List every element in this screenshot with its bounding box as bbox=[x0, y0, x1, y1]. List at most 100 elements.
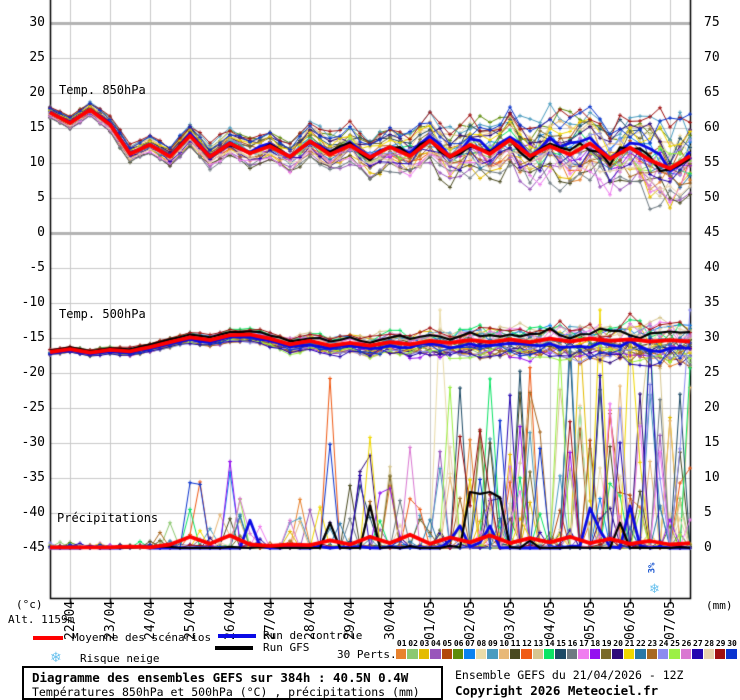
left-axis-tick: -25 bbox=[21, 400, 45, 415]
perturbation-color-swatch bbox=[578, 649, 589, 659]
perturbation-number: 25 bbox=[670, 639, 680, 648]
perturbation-color-swatch bbox=[521, 649, 532, 659]
perturbation-number: 11 bbox=[510, 639, 521, 648]
chart-subtitle: Températures 850hPa et 500hPa (°C) , pré… bbox=[32, 685, 420, 699]
panel-title-temp500: Temp. 500hPa bbox=[59, 307, 146, 321]
perturbation-number: 15 bbox=[556, 639, 566, 648]
perturbation-number: 18 bbox=[590, 639, 601, 648]
control-line-swatch bbox=[218, 634, 256, 638]
date-label: 05/05 bbox=[582, 600, 598, 640]
right-axis-unit: (mm) bbox=[706, 599, 733, 612]
left-axis-tick: 20 bbox=[29, 85, 45, 100]
perturbation-number: 13 bbox=[533, 639, 544, 648]
perturbation-color-swatch bbox=[544, 649, 555, 659]
perturbation-number: 22 bbox=[636, 639, 646, 648]
right-axis-tick: 75 bbox=[704, 15, 720, 30]
perturbation-number: 14 bbox=[544, 639, 555, 648]
left-axis-tick: 30 bbox=[29, 15, 45, 30]
date-label: 04/05 bbox=[542, 600, 558, 640]
perturbation-color-swatch bbox=[475, 649, 487, 659]
perturbation-number: 28 bbox=[704, 639, 715, 648]
right-axis-tick: 55 bbox=[704, 155, 720, 170]
perturbation-number: 06 bbox=[453, 639, 464, 648]
perturbation-number: 17 bbox=[579, 639, 589, 648]
right-axis-tick: 40 bbox=[704, 260, 720, 275]
right-axis-tick: 15 bbox=[704, 435, 720, 450]
perturbation-number: 27 bbox=[693, 639, 703, 648]
left-axis-tick: 25 bbox=[29, 50, 45, 65]
right-axis-tick: 35 bbox=[704, 295, 720, 310]
right-axis-tick: 20 bbox=[704, 400, 720, 415]
perturbation-color-swatch bbox=[623, 649, 635, 659]
perturbation-color-swatch bbox=[407, 649, 418, 659]
right-axis-tick: 10 bbox=[704, 470, 720, 485]
left-axis-tick: 15 bbox=[29, 120, 45, 135]
snow-risk-label: Risque neige bbox=[80, 652, 160, 665]
left-axis-tick: -45 bbox=[21, 540, 45, 555]
perturbation-number: 01 bbox=[396, 639, 407, 648]
date-label: 06/05 bbox=[622, 600, 638, 640]
panel-title-precipitation: Précipitations bbox=[57, 511, 159, 525]
right-axis-tick: 65 bbox=[704, 85, 720, 100]
right-axis-tick: 50 bbox=[704, 190, 720, 205]
perturbation-color-swatch bbox=[441, 649, 452, 659]
perturbation-numbers: 01 02 03 04 05 06 07 08 09 10 11 12 13 14 15 16 17 18 19 20… bbox=[396, 640, 738, 648]
perturbation-color-swatch bbox=[714, 649, 726, 659]
perturbation-color-swatch bbox=[498, 649, 509, 659]
perturbation-number: 07 bbox=[465, 639, 475, 648]
right-axis-tick: 5 bbox=[704, 505, 712, 520]
perturbation-color-swatch bbox=[612, 649, 623, 659]
snow-risk-value: 3% bbox=[647, 562, 657, 574]
perturbation-color-swatch bbox=[657, 649, 669, 659]
perturbation-color-swatch bbox=[396, 649, 407, 659]
left-axis-tick: -15 bbox=[21, 330, 45, 345]
perturbation-color-swatch bbox=[555, 649, 566, 659]
date-label: 30/04 bbox=[382, 600, 398, 640]
right-axis-tick: 0 bbox=[704, 540, 712, 555]
perturbation-number: 24 bbox=[658, 639, 669, 648]
perturbation-number: 03 bbox=[419, 639, 430, 648]
perturbation-color-swatch bbox=[589, 649, 601, 659]
chart-info-box: Diagramme des ensembles GEFS sur 384h : … bbox=[22, 666, 443, 700]
perturbation-color-swatch bbox=[566, 649, 578, 659]
perturbation-color-swatch bbox=[692, 649, 703, 659]
perturbation-color-swatch bbox=[680, 649, 692, 659]
perturbation-number: 09 bbox=[488, 639, 498, 648]
perturbation-number: 29 bbox=[715, 639, 726, 648]
altitude-label: Alt. 1159m bbox=[8, 613, 75, 626]
left-axis-tick: -40 bbox=[21, 505, 45, 520]
mean-line-swatch bbox=[33, 636, 63, 640]
right-axis-tick: 30 bbox=[704, 330, 720, 345]
perturbation-color-swatch bbox=[669, 649, 680, 659]
mean-line-label: Moyenne des scénarios bbox=[72, 631, 212, 644]
perturbation-color-swatch bbox=[646, 649, 657, 659]
perturbation-number: 30 bbox=[727, 639, 737, 648]
perturbation-number: 19 bbox=[601, 639, 612, 648]
perturbation-number: 23 bbox=[647, 639, 658, 648]
perturbation-color-swatch bbox=[464, 649, 475, 659]
left-axis-tick: -5 bbox=[29, 260, 45, 275]
perturbation-number: 05 bbox=[442, 639, 453, 648]
snowflake-icon: ❄ bbox=[50, 650, 62, 666]
left-axis-tick: -30 bbox=[21, 435, 45, 450]
perturbation-color-swatch bbox=[418, 649, 430, 659]
left-axis-tick: -35 bbox=[21, 470, 45, 485]
perturbation-color-swatch bbox=[509, 649, 521, 659]
right-axis-tick: 45 bbox=[704, 225, 720, 240]
perturbation-number: 10 bbox=[499, 639, 510, 648]
left-axis-tick: -20 bbox=[21, 365, 45, 380]
left-axis-tick: 0 bbox=[37, 225, 45, 240]
perturbation-color-swatch bbox=[452, 649, 464, 659]
right-axis-tick: 25 bbox=[704, 365, 720, 380]
date-label: 07/05 bbox=[662, 600, 678, 640]
control-line-label: Run de contrôle bbox=[263, 629, 363, 642]
run-info: Ensemble GEFS du 21/04/2026 - 12Z bbox=[455, 668, 684, 682]
perturbation-number: 26 bbox=[681, 639, 692, 648]
perturbation-color-swatch bbox=[703, 649, 714, 659]
left-axis-unit: (°c) bbox=[16, 598, 43, 611]
perturbation-number: 20 bbox=[613, 639, 623, 648]
perturbation-color-swatch bbox=[430, 649, 441, 659]
perturbation-color-swatch bbox=[601, 649, 612, 659]
